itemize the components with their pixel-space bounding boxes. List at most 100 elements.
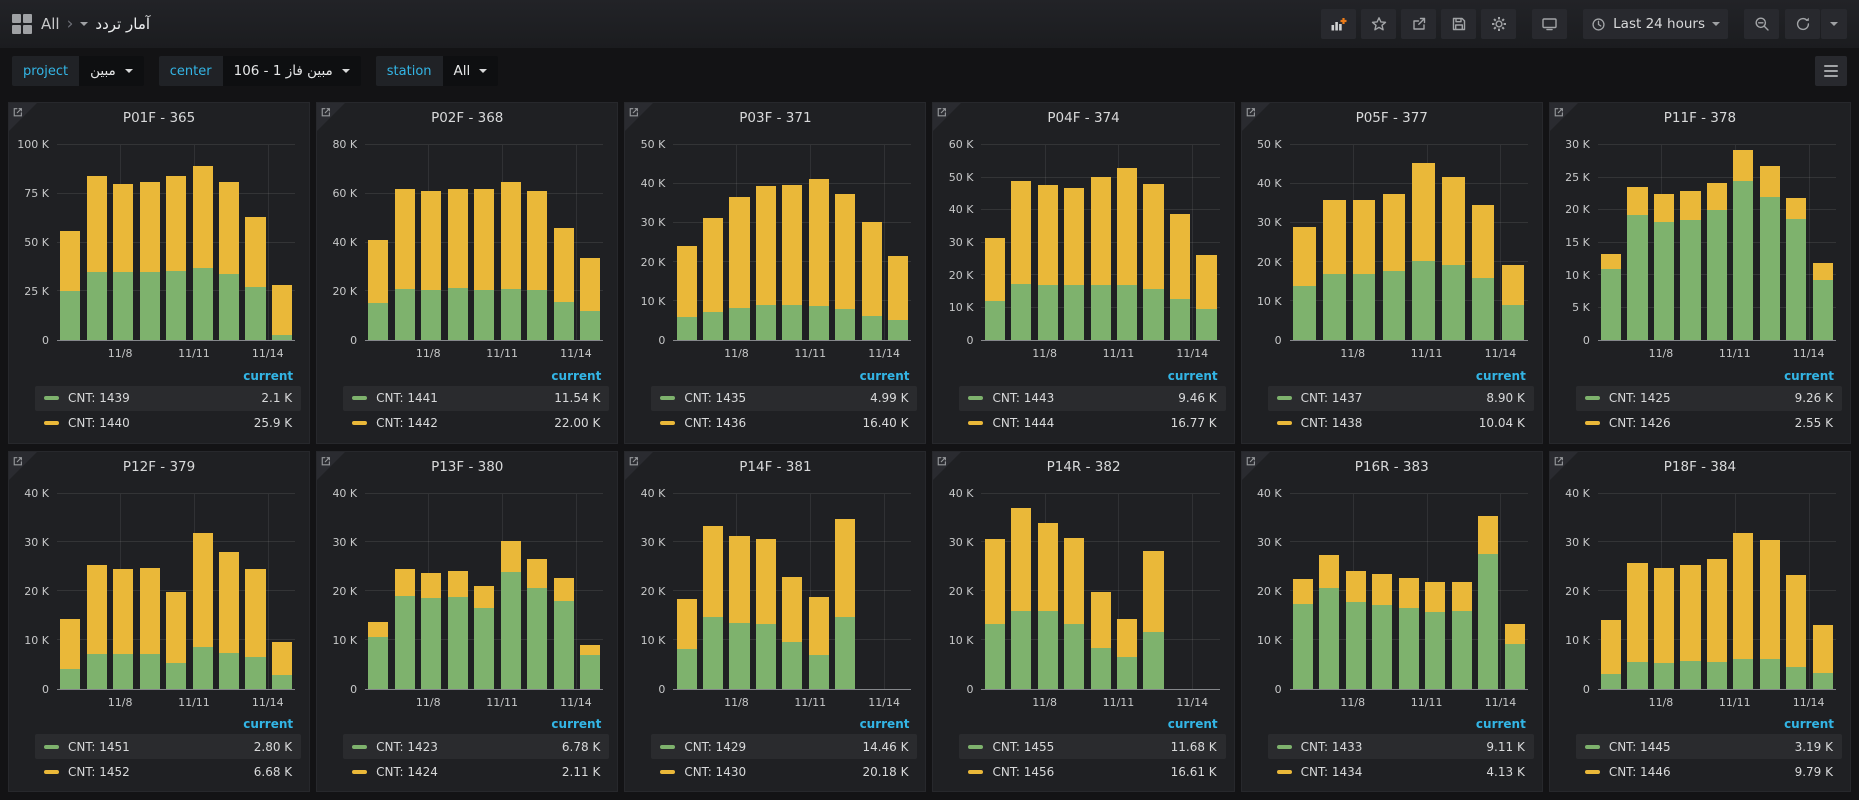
stacked-bar[interactable] (192, 145, 213, 340)
legend-current-header[interactable]: current (1167, 717, 1218, 731)
favorite-button[interactable] (1361, 9, 1397, 39)
stacked-bar[interactable] (1090, 145, 1111, 340)
stacked-bar[interactable] (1706, 494, 1727, 689)
stacked-bar[interactable] (1627, 145, 1648, 340)
stacked-bar[interactable] (782, 494, 803, 689)
panel-title[interactable]: P14R - 382 (1046, 458, 1121, 475)
legend-series-name[interactable]: CNT: 1429 (684, 739, 747, 754)
stacked-bar[interactable] (218, 494, 240, 689)
stacked-bar[interactable] (1037, 145, 1058, 340)
stacked-bar[interactable] (729, 494, 750, 689)
stacked-bar[interactable] (527, 145, 548, 340)
stacked-bar[interactable] (113, 494, 134, 689)
panel-link-corner[interactable] (9, 103, 37, 131)
stacked-bar[interactable] (1812, 145, 1833, 340)
stacked-bar[interactable] (245, 494, 266, 689)
stacked-bar[interactable] (1501, 145, 1525, 340)
stacked-bar[interactable] (527, 494, 548, 689)
legend-series-name[interactable]: CNT: 1445 (1608, 739, 1671, 754)
legend-series-name[interactable]: CNT: 1443 (992, 391, 1055, 405)
panel-link-corner[interactable] (625, 451, 654, 480)
stacked-bar[interactable] (192, 494, 213, 689)
legend-current-header[interactable]: current (1784, 368, 1834, 383)
legend-series-name[interactable]: CNT: 1434 (1300, 764, 1363, 779)
stacked-bar[interactable] (1293, 145, 1316, 340)
stacked-bar[interactable] (1352, 145, 1376, 340)
refresh-button[interactable] (1785, 9, 1820, 39)
stacked-bar[interactable] (888, 145, 909, 340)
stacked-bar[interactable] (580, 494, 601, 689)
stacked-bar[interactable] (702, 145, 724, 340)
legend-series-name[interactable]: CNT: 1456 (992, 764, 1055, 779)
legend-current-header[interactable]: current (551, 368, 602, 383)
stacked-bar[interactable] (1733, 145, 1754, 340)
stacked-bar[interactable] (984, 494, 1005, 689)
variable-center-value[interactable]: مبین فاز 1 - 106 (222, 56, 361, 86)
stacked-bar[interactable] (1759, 145, 1780, 340)
stacked-bar[interactable] (1117, 145, 1138, 340)
stacked-bar[interactable] (1143, 145, 1164, 340)
stacked-bar[interactable] (729, 145, 750, 340)
legend-current-header[interactable]: current (1475, 717, 1526, 731)
stacked-bar[interactable] (1292, 494, 1313, 689)
stacked-bar[interactable] (1786, 145, 1807, 340)
stacked-bar[interactable] (271, 494, 293, 689)
stacked-bar[interactable] (394, 145, 415, 340)
stacked-bar[interactable] (86, 494, 107, 689)
save-button[interactable] (1441, 9, 1477, 39)
stacked-bar[interactable] (1706, 145, 1727, 340)
stacked-bar[interactable] (166, 145, 187, 340)
stacked-bar[interactable] (271, 145, 293, 340)
stacked-bar[interactable] (1733, 494, 1754, 689)
panel-link-corner[interactable] (1241, 451, 1270, 480)
panel-title[interactable]: P14F - 381 (739, 458, 812, 475)
stacked-bar[interactable] (553, 145, 574, 340)
stacked-bar[interactable] (1064, 145, 1085, 340)
stacked-bar[interactable] (368, 145, 389, 340)
stacked-bar[interactable] (1345, 494, 1366, 689)
stacked-bar[interactable] (139, 494, 160, 689)
legend-current-header[interactable]: current (1784, 717, 1834, 731)
legend-series-name[interactable]: CNT: 1437 (1300, 391, 1363, 405)
stacked-bar[interactable] (500, 494, 521, 689)
stacked-bar[interactable] (755, 145, 777, 340)
panel-link-corner[interactable] (9, 451, 37, 480)
legend-series-name[interactable]: CNT: 1439 (68, 391, 130, 405)
legend-series-name[interactable]: CNT: 1424 (376, 764, 438, 779)
legend-series-name[interactable]: CNT: 1455 (992, 739, 1055, 754)
panel-title[interactable]: P04F - 374 (1047, 110, 1120, 126)
variable-station-value[interactable]: All (442, 56, 499, 86)
stacked-bar[interactable] (1090, 494, 1111, 689)
stacked-bar[interactable] (421, 145, 442, 340)
stacked-bar[interactable] (1319, 494, 1340, 689)
stacked-bar[interactable] (1196, 145, 1217, 340)
stacked-bar[interactable] (86, 145, 107, 340)
legend-series-name[interactable]: CNT: 1446 (1608, 764, 1671, 779)
stacked-bar[interactable] (474, 494, 495, 689)
panel-link-corner[interactable] (1549, 451, 1578, 480)
legend-series-name[interactable]: CNT: 1440 (68, 416, 130, 430)
legend-series-name[interactable]: CNT: 1423 (376, 739, 438, 754)
stacked-bar[interactable] (1117, 494, 1138, 689)
stacked-bar[interactable] (1478, 494, 1499, 689)
panel-link-corner[interactable] (933, 451, 962, 480)
breadcrumb-root[interactable]: All (41, 15, 60, 33)
stacked-bar[interactable] (1680, 494, 1701, 689)
legend-series-name[interactable]: CNT: 1430 (684, 764, 747, 779)
stacked-bar[interactable] (218, 145, 240, 340)
stacked-bar[interactable] (1382, 145, 1406, 340)
legend-series-name[interactable]: CNT: 1451 (68, 739, 130, 754)
stacked-bar[interactable] (835, 145, 856, 340)
stacked-bar[interactable] (1143, 494, 1164, 689)
legend-series-name[interactable]: CNT: 1441 (376, 391, 438, 405)
dashboard-title[interactable]: آمار تردد (80, 15, 150, 33)
stacked-bar[interactable] (1323, 145, 1346, 340)
legend-series-name[interactable]: CNT: 1435 (684, 391, 747, 405)
legend-series-name[interactable]: CNT: 1433 (1300, 739, 1363, 754)
panel-title[interactable]: P12F - 379 (122, 458, 196, 475)
panel-title[interactable]: P18F - 384 (1663, 458, 1737, 475)
stacked-bar[interactable] (421, 494, 442, 689)
stacked-bar[interactable] (447, 494, 468, 689)
stacked-bar[interactable] (1680, 145, 1701, 340)
stacked-bar[interactable] (1627, 494, 1648, 689)
